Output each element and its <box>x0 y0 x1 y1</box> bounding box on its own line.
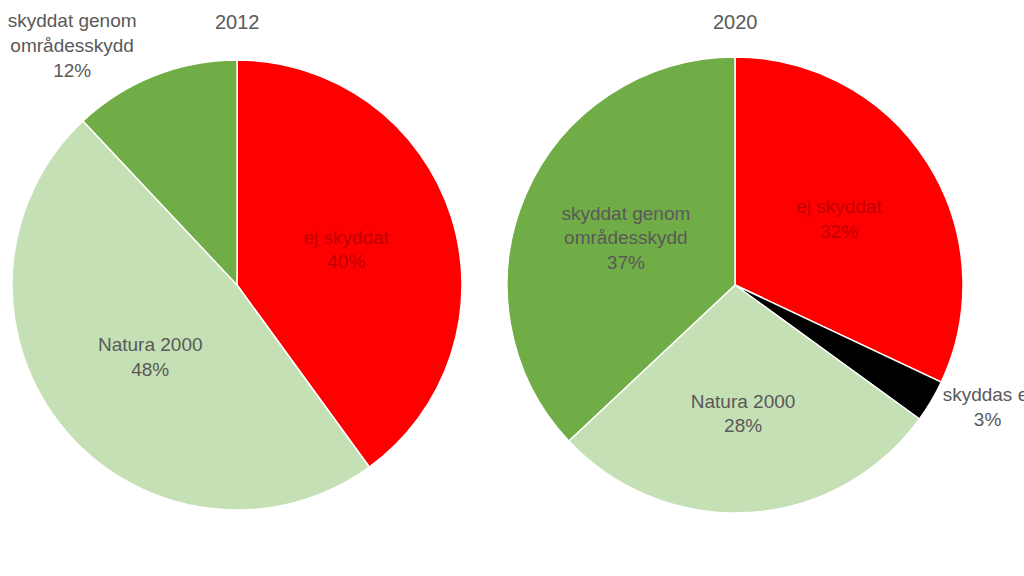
svg-text:ej skyddat40%: ej skyddat40% <box>304 227 390 273</box>
svg-text:2012: 2012 <box>215 11 260 33</box>
svg-text:Natura 200048%: Natura 200048% <box>98 334 203 380</box>
svg-text:ej skyddat32%: ej skyddat32% <box>796 196 882 242</box>
svg-text:skyddat genomområdesskydd12%: skyddat genomområdesskydd12% <box>8 10 137 80</box>
svg-text:Natura 200028%: Natura 200028% <box>691 391 796 437</box>
svg-text:skyddas ej3%: skyddas ej3% <box>943 384 1024 430</box>
svg-text:2020: 2020 <box>713 11 758 33</box>
svg-text:skyddat genomområdesskydd37%: skyddat genomområdesskydd37% <box>561 203 690 273</box>
